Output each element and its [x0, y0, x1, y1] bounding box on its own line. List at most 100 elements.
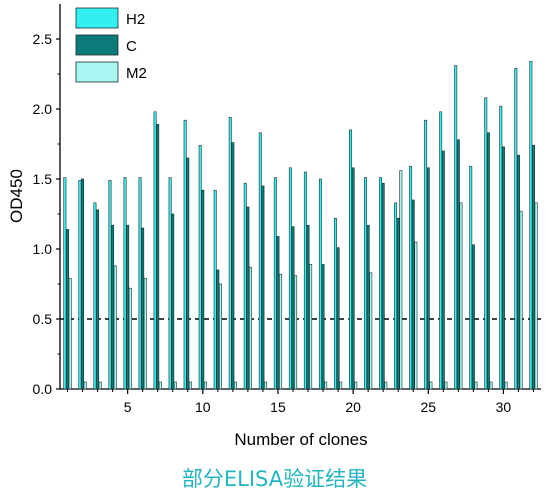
- bar-c-clone-3: [96, 209, 100, 390]
- bar-m2-clone-9: [188, 381, 192, 390]
- y-axis-label: OD450: [7, 169, 26, 223]
- bar-h2-clone-15: [273, 177, 277, 390]
- bar-m2-clone-25: [429, 381, 433, 390]
- y-tick-label: 0.5: [33, 311, 53, 327]
- legend-swatch-h2: [75, 7, 119, 29]
- bar-h2-clone-24: [409, 166, 413, 390]
- bar-c-clone-22: [381, 182, 385, 390]
- bar-c-clone-17: [306, 224, 310, 390]
- bar-h2-clone-29: [484, 97, 488, 390]
- bar-h2-clone-27: [454, 65, 458, 390]
- bar-c-clone-27: [456, 139, 460, 390]
- bar-m2-clone-1: [68, 278, 72, 390]
- x-tick-label: 15: [270, 399, 286, 415]
- bar-h2-clone-10: [198, 145, 202, 390]
- bar-h2-clone-21: [364, 177, 367, 390]
- bar-m2-clone-20: [354, 381, 358, 390]
- bar-m2-clone-30: [504, 381, 508, 390]
- bar-m2-clone-27: [459, 202, 463, 390]
- bar-c-clone-4: [111, 224, 115, 390]
- bar-h2-clone-26: [439, 111, 443, 390]
- bar-m2-clone-17: [309, 264, 313, 390]
- bar-c-clone-19: [336, 247, 340, 390]
- bar-m2-clone-11: [218, 283, 222, 390]
- legend-swatch-c: [75, 34, 119, 56]
- bar-m2-clone-2: [83, 381, 87, 390]
- bar-h2-clone-25: [424, 119, 428, 390]
- x-tick-label: 30: [496, 399, 512, 415]
- figure-caption: 部分ELISA验证结果: [181, 467, 368, 491]
- bar-m2-clone-4: [113, 265, 117, 390]
- y-tick-label: 1.5: [33, 171, 53, 187]
- bar-c-clone-5: [126, 224, 130, 390]
- bar-m2-clone-28: [474, 381, 478, 390]
- bar-m2-clone-22: [384, 381, 388, 390]
- bar-c-clone-32: [532, 145, 535, 390]
- bar-m2-clone-15: [279, 273, 283, 390]
- bar-c-clone-7: [156, 124, 160, 390]
- bar-c-clone-24: [411, 199, 415, 390]
- bar-c-clone-15: [276, 236, 280, 390]
- bar-c-clone-2: [81, 178, 85, 390]
- bar-c-clone-13: [246, 206, 250, 390]
- legend-swatch-m2: [75, 61, 119, 83]
- bar-h2-clone-17: [303, 171, 307, 390]
- bar-c-clone-29: [486, 132, 490, 390]
- y-tick-label: 2.5: [33, 31, 53, 47]
- legend: H2 C M2: [75, 7, 147, 83]
- x-tick-label: 20: [345, 399, 361, 415]
- bar-c-clone-21: [366, 224, 370, 390]
- bar-m2-clone-6: [143, 278, 147, 390]
- bar-h2-clone-7: [153, 111, 157, 390]
- bar-m2-clone-24: [414, 241, 418, 390]
- bar-m2-clone-10: [203, 381, 207, 390]
- bar-h2-clone-8: [168, 177, 172, 390]
- legend-label-m2: M2: [126, 65, 147, 82]
- bar-h2-clone-12: [228, 117, 232, 390]
- bar-h2-clone-23: [394, 202, 398, 390]
- bar-h2-clone-2: [78, 180, 82, 390]
- bar-h2-clone-11: [213, 189, 217, 390]
- bar-c-clone-26: [441, 150, 445, 390]
- bar-c-clone-11: [216, 269, 220, 390]
- bar-c-clone-1: [66, 229, 69, 390]
- bar-h2-clone-6: [138, 177, 142, 390]
- bar-c-clone-25: [426, 167, 430, 390]
- bar-h2-clone-14: [258, 132, 262, 390]
- x-tick-label: 25: [420, 399, 436, 415]
- bar-c-clone-31: [516, 154, 520, 390]
- bar-h2-clone-5: [123, 177, 127, 390]
- bar-h2-clone-16: [288, 167, 292, 390]
- bar-h2-clone-13: [243, 182, 247, 390]
- bar-m2-clone-13: [249, 266, 252, 390]
- bar-c-clone-9: [186, 157, 190, 390]
- bar-c-clone-12: [231, 142, 235, 390]
- y-ticks: 0.0 0.5 1.0 1.5 2.0 2.5: [33, 31, 60, 397]
- bar-c-clone-30: [501, 146, 505, 390]
- bar-m2-clone-14: [264, 381, 268, 390]
- bar-c-clone-20: [351, 167, 355, 390]
- bar-m2-clone-23: [399, 170, 403, 390]
- y-tick-label: 0.0: [33, 381, 53, 397]
- bar-c-clone-23: [396, 217, 400, 390]
- bar-h2-clone-20: [349, 129, 352, 390]
- bar-m2-clone-19: [339, 381, 343, 390]
- bar-m2-clone-12: [234, 381, 237, 390]
- bar-c-clone-10: [201, 189, 205, 390]
- bar-c-clone-14: [261, 185, 265, 390]
- bar-h2-clone-32: [529, 61, 533, 390]
- bar-m2-clone-21: [369, 272, 373, 390]
- bars-layer: [63, 61, 538, 390]
- y-tick-label: 2.0: [33, 101, 53, 117]
- bar-m2-clone-26: [444, 381, 448, 390]
- bar-h2-clone-31: [514, 68, 518, 390]
- bar-m2-clone-18: [324, 381, 328, 390]
- bar-h2-clone-19: [333, 217, 337, 390]
- bar-m2-clone-32: [534, 202, 538, 390]
- bar-m2-clone-16: [294, 275, 298, 390]
- elisa-bar-chart: 0.0 0.5 1.0 1.5 2.0 2.5 5 10 15 20 25 30 OD450 Num…: [7, 4, 541, 449]
- bar-c-clone-8: [171, 213, 175, 390]
- bar-h2-clone-4: [108, 180, 112, 390]
- bar-m2-clone-31: [519, 210, 523, 390]
- bar-c-clone-16: [291, 226, 295, 390]
